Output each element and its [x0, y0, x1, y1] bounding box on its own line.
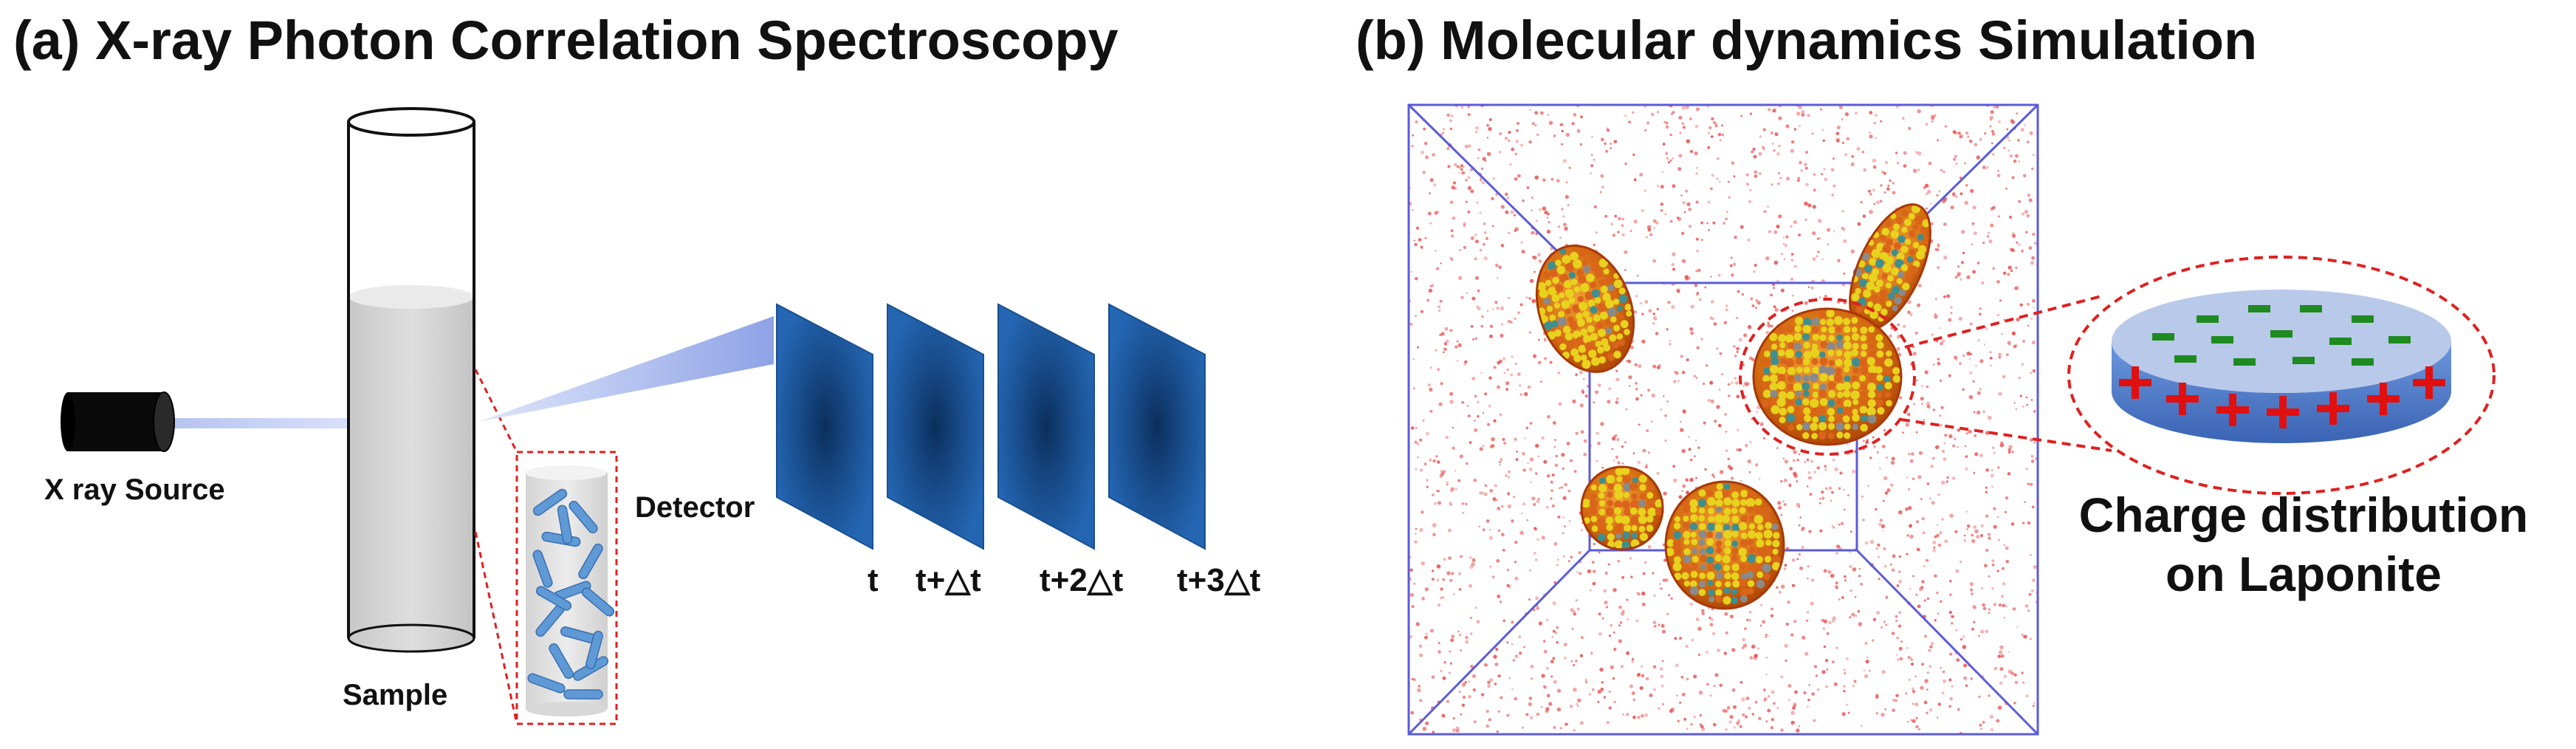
minus-sign [2197, 315, 2219, 323]
plus-sign [2367, 383, 2400, 415]
sample-label: Sample [343, 679, 447, 711]
minus-sign [2270, 330, 2292, 338]
clay-rod [557, 505, 573, 544]
clay-rod [578, 543, 603, 580]
scattered-beam-cone [478, 316, 774, 422]
clay-rod [549, 643, 574, 680]
clay-rod [532, 550, 553, 588]
panel-a-title: (a) X-ray Photon Correlation Spectroscop… [13, 10, 1119, 71]
detector-frame-0 [776, 303, 873, 550]
source-label: X ray Source [44, 473, 225, 506]
sample-tube [347, 107, 475, 653]
plus-sign [2216, 394, 2249, 426]
minus-sign [2248, 305, 2270, 312]
negative-charges [2152, 305, 2411, 366]
panel-b-title: (b) Molecular dynamics Simulation [1356, 10, 2257, 71]
clay-rod [581, 587, 615, 617]
tube-liquid [348, 297, 474, 638]
detector-frame-3 [1108, 303, 1206, 550]
minus-sign [2292, 357, 2315, 364]
frame-label-2: t+2△t [1040, 562, 1124, 598]
tube-bottom [347, 623, 475, 653]
frame-label-1: t+△t [916, 562, 981, 598]
minus-sign [2174, 355, 2197, 363]
water-molecules [1409, 105, 2038, 734]
detector-frame-1 [887, 303, 984, 550]
minus-sign [2352, 358, 2374, 366]
highlight-ellipse [1739, 298, 1916, 456]
clay-rod [585, 630, 603, 670]
panel-a: (a) X-ray Photon Correlation Spectroscop… [13, 10, 1261, 725]
clay-rod [569, 500, 598, 534]
minus-sign [2300, 305, 2322, 312]
plus-sign [2119, 366, 2151, 399]
panel-b: (b) Molecular dynamics Simulation [1356, 10, 2529, 736]
clay-rod [527, 673, 566, 694]
clay-rod [532, 488, 568, 516]
charge-ellipse [2067, 256, 2496, 495]
detector-label: Detector [635, 491, 755, 524]
laponite-disk [2112, 290, 2451, 443]
minus-sign [2388, 336, 2411, 343]
plus-sign [2267, 396, 2299, 428]
minus-sign [2211, 336, 2233, 343]
detector-frames [776, 303, 1206, 550]
source-body [68, 392, 164, 451]
frame-label-0: t [868, 562, 879, 598]
clay-rod [563, 689, 603, 700]
detector-frame-2 [997, 303, 1095, 550]
minus-sign [2233, 358, 2256, 366]
minus-sign [2152, 333, 2174, 341]
frame-label-3: t+3△t [1177, 562, 1261, 598]
minus-sign [2352, 315, 2374, 323]
plus-sign [2413, 366, 2445, 399]
source-back [61, 392, 75, 451]
charge-title-line1: Charge distribution [2079, 488, 2529, 542]
particle-3 [1752, 307, 1903, 446]
xray-source [61, 391, 348, 452]
particle-4 [1580, 465, 1664, 551]
clay-rod [535, 586, 572, 611]
disk-side [2112, 341, 2451, 443]
tube-rim [347, 107, 475, 137]
tube-liquid-surface [348, 285, 474, 309]
simulation-box [1407, 103, 2039, 736]
sample-inset [474, 369, 618, 725]
minus-sign [2329, 338, 2352, 345]
particle-1 [1535, 244, 1635, 373]
plus-sign [2317, 392, 2349, 425]
positive-charges [2119, 366, 2445, 428]
zoom-highlight [1739, 256, 2496, 495]
particle-5 [1664, 480, 1785, 610]
laponite-particles [1535, 203, 1931, 610]
source-beam [164, 418, 348, 428]
clay-particles [527, 488, 615, 700]
source-aperture [153, 391, 175, 452]
plus-sign [2166, 383, 2199, 415]
charge-title-line2: on Laponite [2165, 547, 2442, 601]
